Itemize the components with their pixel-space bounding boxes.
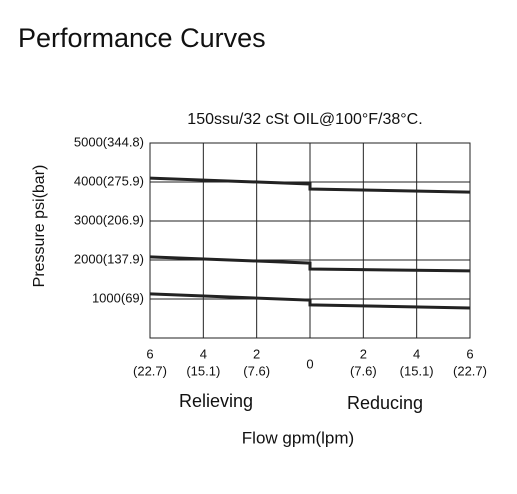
y-tick-label: 2000(137.9) — [74, 251, 144, 266]
y-axis-label: Pressure psi(bar) — [31, 165, 48, 288]
x-tick-label-lpm: (7.6) — [243, 363, 270, 378]
x-tick-label: 6 — [466, 346, 473, 361]
x-tick-label: 2 — [360, 346, 367, 361]
y-tick-label: 5000(344.8) — [74, 134, 144, 149]
x-tick-label-lpm: (7.6) — [350, 363, 377, 378]
curve — [149, 292, 471, 310]
y-tick-label: 4000(275.9) — [74, 173, 144, 188]
x-tick-label: 4 — [413, 346, 420, 361]
y-tick-label: 1000(69) — [92, 290, 144, 305]
x-tick-label: 6 — [146, 346, 153, 361]
x-tick-label-lpm: (15.1) — [400, 363, 434, 378]
region-label: Reducing — [347, 393, 423, 413]
x-tick-label: 0 — [306, 356, 313, 371]
x-tick-label-lpm: (15.1) — [186, 363, 220, 378]
curve — [149, 176, 471, 194]
x-axis-label: Flow gpm(lpm) — [242, 428, 354, 447]
x-tick-label: 4 — [200, 346, 207, 361]
y-tick-label: 3000(206.9) — [74, 212, 144, 227]
chart-title: 150ssu/32 cSt OIL@100°F/38°C. — [187, 111, 422, 128]
page-title: Performance Curves — [18, 23, 266, 53]
curve — [149, 255, 471, 273]
x-tick-label-lpm: (22.7) — [133, 363, 167, 378]
x-tick-label-lpm: (22.7) — [453, 363, 487, 378]
region-label: Relieving — [179, 391, 253, 411]
x-tick-label: 2 — [253, 346, 260, 361]
